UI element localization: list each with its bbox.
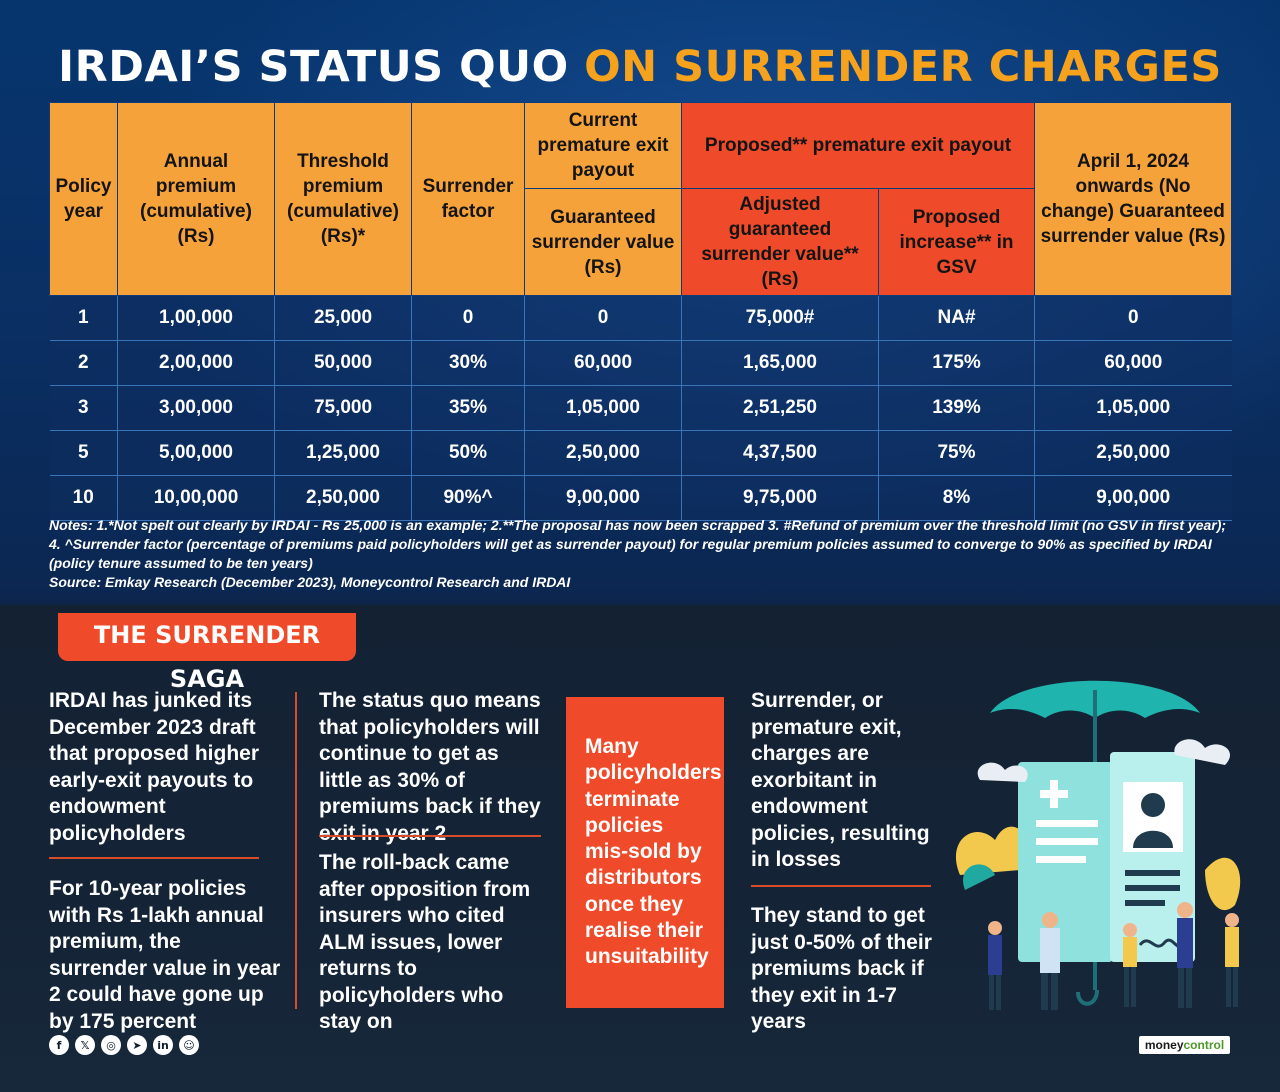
saga-heading: THE SURRENDER SAGA <box>58 613 356 693</box>
header-current-exit-payout: Current premature exit payout <box>524 102 682 189</box>
table-cell: 1 <box>49 295 118 341</box>
saga-col1-top: IRDAI has junked its December 2023 draft… <box>49 689 259 845</box>
table-cell: 30% <box>411 340 525 386</box>
notes-block: Notes: 1.*Not spelt out clearly by IRDAI… <box>49 516 1234 592</box>
header-current-gsv: Guaranteed surrender value (Rs) <box>524 188 682 296</box>
header-policy-year: Policy year <box>49 102 118 296</box>
saga-col2-bottom: The roll-back came after opposition from… <box>319 851 531 1033</box>
divider <box>49 857 259 859</box>
x-twitter-icon[interactable]: 𝕏 <box>75 1035 95 1055</box>
saga-highlight-text: Many policyholders terminate policies mi… <box>585 735 722 969</box>
table-cell: 75,000# <box>681 295 879 341</box>
table-cell: 8% <box>878 475 1036 521</box>
table-cell: 1,05,000 <box>1034 385 1232 431</box>
moneycontrol-logo: moneycontrol <box>1139 1036 1230 1054</box>
title-part-orange: ON SURRENDER CHARGES <box>584 42 1222 92</box>
saga-col4-top: Surrender, or premature exit, charges ar… <box>751 689 930 871</box>
table-row: 5 5,00,000 1,25,000 50% 2,50,000 4,37,50… <box>49 430 1232 476</box>
page-title: IRDAI’S STATUS QUO ON SURRENDER CHARGES <box>0 42 1280 92</box>
surrender-charges-table: Policy year Annual premium (cumulative) … <box>49 102 1233 521</box>
table-cell: 50% <box>411 430 525 476</box>
header-proposed-increase: Proposed increase** in GSV <box>877 188 1036 296</box>
insurance-umbrella-illustration <box>955 680 1241 1010</box>
source-text: Source: Emkay Research (December 2023), … <box>49 574 571 590</box>
saga-highlight-box: Many policyholders terminate policies mi… <box>566 697 724 1008</box>
saga-col1-bottom: For 10-year policies with Rs 1-lakh annu… <box>49 877 281 1033</box>
table-row: 10 10,00,000 2,50,000 90%^ 9,00,000 9,75… <box>49 475 1232 521</box>
instagram-icon[interactable]: ◎ <box>101 1035 121 1055</box>
table-cell: 50,000 <box>274 340 412 386</box>
divider <box>319 835 541 837</box>
table-cell: 1,00,000 <box>117 295 275 341</box>
logo-part-control: control <box>1183 1038 1225 1052</box>
header-threshold-premium: Threshold premium (cumulative) (Rs)* <box>274 102 412 296</box>
table-cell: 1,05,000 <box>524 385 682 431</box>
facebook-icon[interactable]: f <box>49 1035 69 1055</box>
saga-col4-bottom: They stand to get just 0-50% of their pr… <box>751 904 932 1033</box>
table-cell: 1,65,000 <box>681 340 879 386</box>
table-cell: 90%^ <box>411 475 525 521</box>
divider <box>751 885 931 887</box>
table-cell: 9,75,000 <box>681 475 879 521</box>
notes-text: Notes: 1.*Not spelt out clearly by IRDAI… <box>49 517 1227 571</box>
title-part-white: IRDAI’S STATUS QUO <box>58 42 569 92</box>
table-cell: 2,50,000 <box>524 430 682 476</box>
header-annual-premium: Annual premium (cumulative) (Rs) <box>117 102 275 296</box>
table-cell: 3 <box>49 385 118 431</box>
table-cell: 5,00,000 <box>117 430 275 476</box>
table-cell: 1,25,000 <box>274 430 412 476</box>
social-icons: f 𝕏 ◎ ➤ in ☺ <box>49 1035 199 1057</box>
table-cell: 0 <box>1034 295 1232 341</box>
table-cell: 10,00,000 <box>117 475 275 521</box>
table-cell: 60,000 <box>524 340 682 386</box>
table-cell: 0 <box>524 295 682 341</box>
table-cell: 2,00,000 <box>117 340 275 386</box>
table-cell: 25,000 <box>274 295 412 341</box>
table-cell: 10 <box>49 475 118 521</box>
table-cell: 2,51,250 <box>681 385 879 431</box>
linkedin-icon[interactable]: in <box>153 1035 173 1055</box>
table-cell: 75% <box>878 430 1036 476</box>
vertical-divider <box>295 692 297 1009</box>
logo-part-money: money <box>1144 1038 1184 1052</box>
table-cell: NA# <box>878 295 1036 341</box>
header-proposed-exit-payout: Proposed** premature exit payout <box>680 102 1036 189</box>
table-cell: 5 <box>49 430 118 476</box>
table-cell: 4,37,500 <box>681 430 879 476</box>
table-cell: 2,50,000 <box>1034 430 1232 476</box>
table-cell: 35% <box>411 385 525 431</box>
snapchat-icon[interactable]: ☺ <box>179 1035 199 1055</box>
table-cell: 9,00,000 <box>524 475 682 521</box>
table-row: 1 1,00,000 25,000 0 0 75,000# NA# 0 <box>49 295 1232 341</box>
telegram-icon[interactable]: ➤ <box>127 1035 147 1055</box>
table-cell: 60,000 <box>1034 340 1232 386</box>
table-cell: 9,00,000 <box>1034 475 1232 521</box>
saga-col2-top: The status quo means that policyholders … <box>319 689 541 845</box>
table-cell: 2,50,000 <box>274 475 412 521</box>
header-april-2024: April 1, 2024 onwards (No change) Guaran… <box>1034 102 1233 296</box>
table-cell: 175% <box>878 340 1036 386</box>
header-adjusted-gsv: Adjusted guaranteed surrender value** (R… <box>681 188 879 296</box>
header-surrender-factor: Surrender factor <box>411 102 525 296</box>
table-cell: 139% <box>878 385 1036 431</box>
table-row: 2 2,00,000 50,000 30% 60,000 1,65,000 17… <box>49 340 1232 386</box>
table-row: 3 3,00,000 75,000 35% 1,05,000 2,51,250 … <box>49 385 1232 431</box>
table-cell: 2 <box>49 340 118 386</box>
table-cell: 75,000 <box>274 385 412 431</box>
table-cell: 3,00,000 <box>117 385 275 431</box>
table-cell: 0 <box>411 295 525 341</box>
